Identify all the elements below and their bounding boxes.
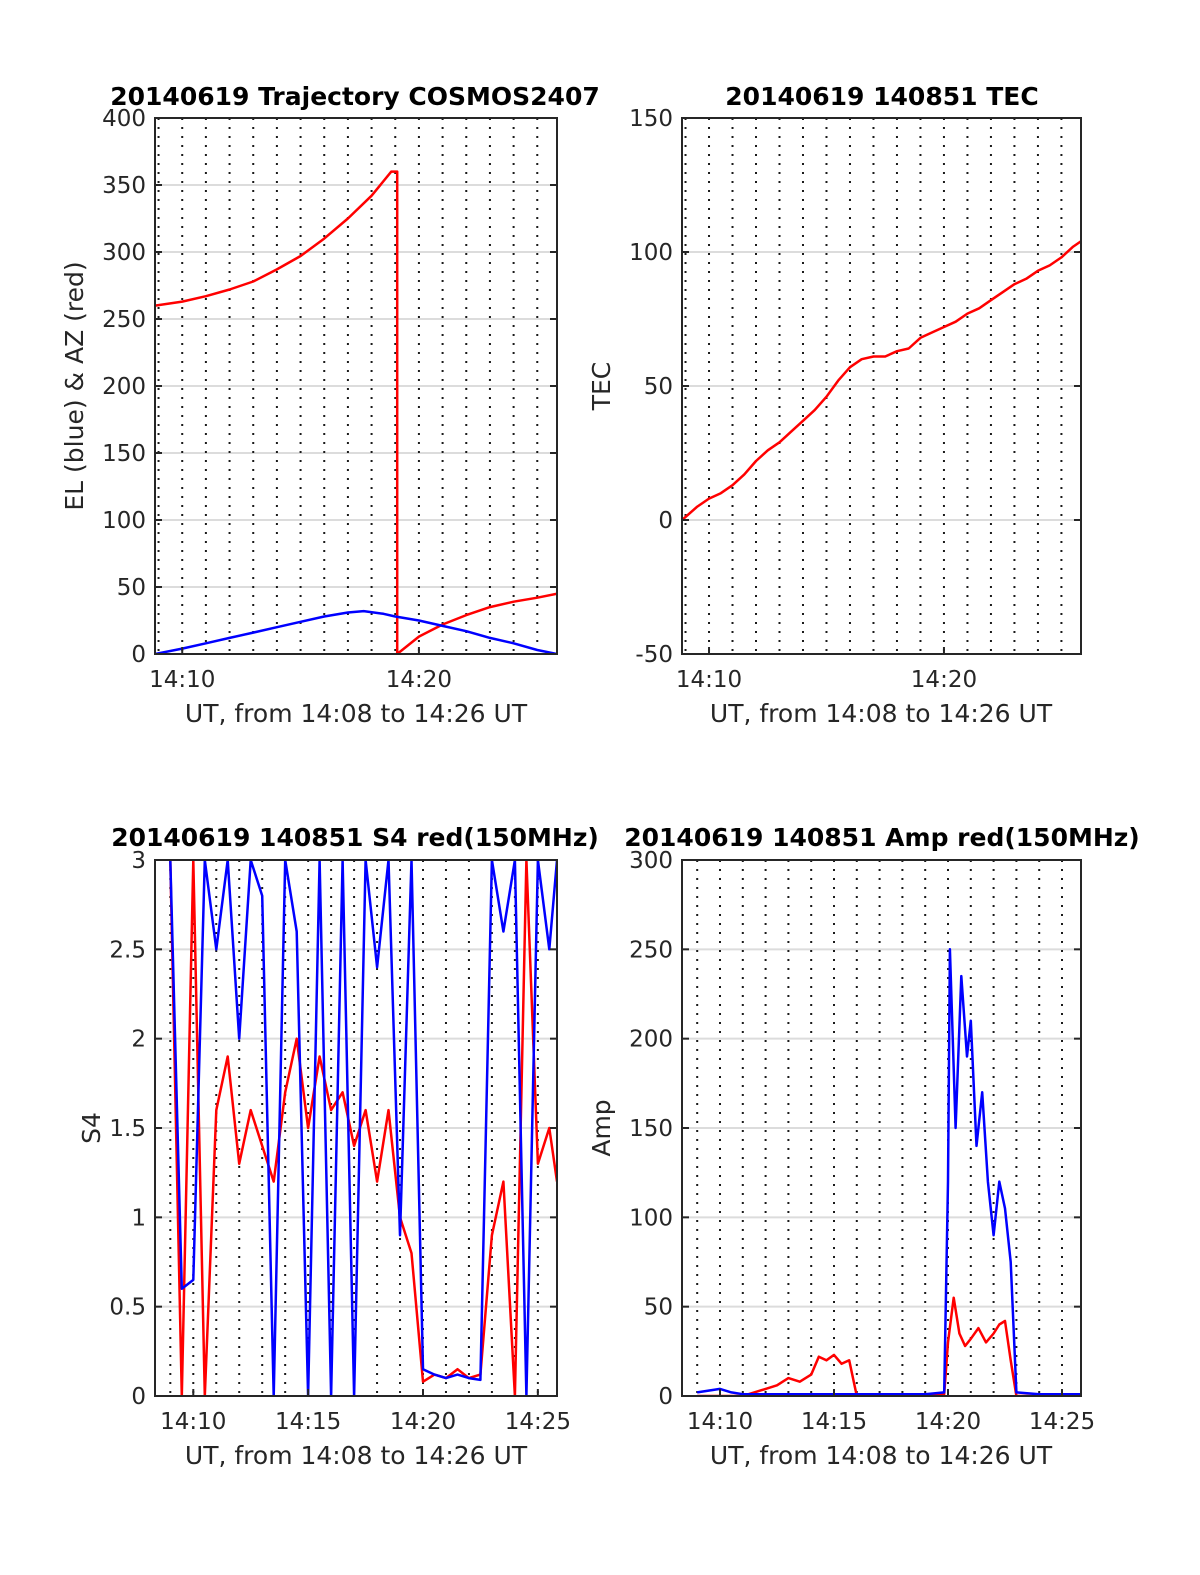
- amp-plot-area: [697, 948, 1081, 1396]
- s4-x-axis-label: UT, from 14:08 to 14:26 UT: [185, 1441, 528, 1470]
- tec-y-tick-label: 0: [658, 508, 673, 534]
- s4-y-tick-label: 2: [131, 1027, 146, 1053]
- tec-series-line-red: [682, 240, 1081, 521]
- trajectory-y-axis-label: EL (blue) & AZ (red): [60, 261, 89, 510]
- s4-y-axis-label: S4: [77, 1112, 106, 1144]
- tec-title: 20140619 140851 TEC: [725, 82, 1038, 111]
- trajectory-y-tick-label: 300: [102, 240, 146, 266]
- s4-x-tick-label: 14:10: [160, 1409, 226, 1435]
- trajectory-x-tick-label: 14:20: [386, 667, 452, 693]
- amp-y-tick-label: 200: [629, 1027, 673, 1053]
- trajectory-series-line-blue: [155, 609, 557, 654]
- s4-y-tick-label: 0: [131, 1384, 146, 1410]
- tec-x-tick-label: 14:10: [676, 667, 742, 693]
- tec-y-axis-label: TEC: [587, 362, 616, 412]
- tec-y-tick-label: 150: [629, 106, 673, 132]
- amp-x-tick-label: 14:20: [915, 1409, 981, 1435]
- s4-ticks: 0 0.5 1 1.5 2 2.5 3 14:10 14:15 14:20 14:25: [109, 848, 571, 1435]
- amp-ticks: 0 50 100 150 200 250 300 14:10 14:15 14:20 14:25: [629, 848, 1095, 1435]
- trajectory-x-axis-label: UT, from 14:08 to 14:26 UT: [185, 699, 528, 728]
- tec-plot-area: [682, 240, 1081, 521]
- amp-x-tick-label: 14:15: [801, 1409, 867, 1435]
- s4-y-tick-label: 3: [131, 848, 146, 874]
- amp-y-tick-label: 50: [644, 1295, 673, 1321]
- s4-y-tick-label: 0.5: [109, 1295, 146, 1321]
- trajectory-series-line-red: [155, 170, 557, 654]
- s4-panel: 20140619 140851 S4 red(150MHz) 0 0.5 1 1.5 2…: [77, 823, 599, 1470]
- tec-x-axis-label: UT, from 14:08 to 14:26 UT: [710, 699, 1053, 728]
- trajectory-y-tick-label: 50: [117, 575, 146, 601]
- amp-grid: [682, 860, 1081, 1396]
- trajectory-grid: [155, 118, 557, 654]
- trajectory-ticks: 0 50 100 150 200 250 300 350 400 14:10 14:20: [102, 106, 557, 693]
- amp-y-tick-label: 250: [629, 937, 673, 963]
- amp-x-tick-label: 14:25: [1029, 1409, 1095, 1435]
- s4-y-tick-label: 1.5: [109, 1116, 146, 1142]
- amp-y-tick-label: 300: [629, 848, 673, 874]
- s4-series-line-blue: [169, 860, 557, 1396]
- trajectory-y-tick-label: 350: [102, 173, 146, 199]
- amp-y-tick-label: 100: [629, 1205, 673, 1231]
- trajectory-y-tick-label: 400: [102, 106, 146, 132]
- amp-y-axis-label: Amp: [587, 1099, 616, 1156]
- tec-x-tick-label: 14:20: [911, 667, 977, 693]
- tec-ticks: -50 0 50 100 150 14:10 14:20: [629, 106, 1081, 693]
- tec-y-tick-label: 100: [629, 240, 673, 266]
- amp-series-group: [697, 948, 1081, 1396]
- trajectory-y-tick-label: 150: [102, 441, 146, 467]
- trajectory-y-tick-label: 200: [102, 374, 146, 400]
- tec-y-tick-label: 50: [644, 374, 673, 400]
- amp-x-axis-label: UT, from 14:08 to 14:26 UT: [710, 1441, 1053, 1470]
- trajectory-panel: 20140619 Trajectory COSMOS2407 0 50 100 150…: [60, 82, 600, 728]
- trajectory-y-tick-label: 100: [102, 508, 146, 534]
- s4-y-tick-label: 2.5: [109, 937, 146, 963]
- s4-y-tick-label: 1: [131, 1205, 146, 1231]
- trajectory-y-tick-label: 0: [131, 642, 146, 668]
- s4-series-group: [169, 860, 557, 1396]
- s4-title: 20140619 140851 S4 red(150MHz): [111, 823, 599, 852]
- trajectory-plot-area: [155, 170, 557, 654]
- s4-x-tick-label: 14:15: [275, 1409, 341, 1435]
- amp-y-tick-label: 150: [629, 1116, 673, 1142]
- s4-series-line-red: [169, 860, 557, 1396]
- s4-x-tick-label: 14:25: [505, 1409, 571, 1435]
- tec-panel: 20140619 140851 TEC -50 0 50 100 150 14:10 14:…: [587, 82, 1082, 728]
- amp-series-line-blue: [697, 948, 1081, 1396]
- tec-grid: [682, 118, 1081, 654]
- s4-x-tick-label: 14:20: [390, 1409, 456, 1435]
- trajectory-series-group: [155, 170, 557, 654]
- amp-title: 20140619 140851 Amp red(150MHz): [624, 823, 1140, 852]
- trajectory-title: 20140619 Trajectory COSMOS2407: [110, 82, 600, 111]
- amp-series-line-red: [697, 1296, 1081, 1396]
- tec-series-group: [682, 240, 1081, 521]
- amp-y-tick-label: 0: [658, 1384, 673, 1410]
- trajectory-x-tick-label: 14:10: [149, 667, 215, 693]
- trajectory-y-tick-label: 250: [102, 307, 146, 333]
- tec-y-tick-label: -50: [635, 642, 673, 668]
- amp-panel: 20140619 140851 Amp red(150MHz) 0 50 100 15…: [587, 823, 1140, 1470]
- s4-plot-area: [169, 860, 557, 1396]
- amp-x-tick-label: 14:10: [687, 1409, 753, 1435]
